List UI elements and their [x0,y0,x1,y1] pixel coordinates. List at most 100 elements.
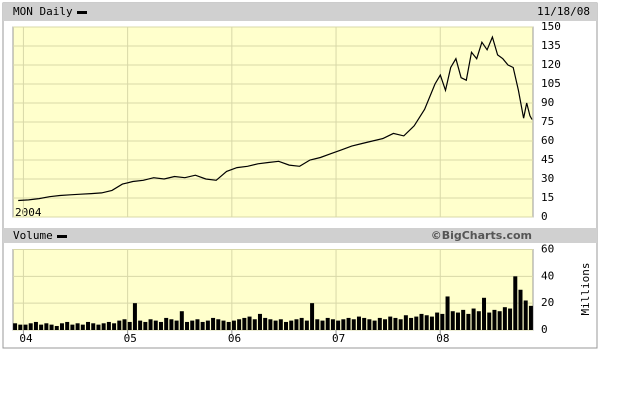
volume-bar [143,321,148,330]
volume-bar [466,313,471,330]
volume-bar [445,296,450,330]
volume-bar [195,319,200,330]
volume-bar [49,324,54,330]
volume-bar [409,317,414,330]
y-tick-label: 60 [541,243,554,256]
volume-bar [86,321,91,330]
volume-bar [518,289,523,330]
x-tick-label: 06 [228,332,241,345]
volume-bar [158,321,163,330]
volume-plot [12,249,534,331]
volume-bar [330,319,335,330]
volume-bar [174,320,179,330]
volume-bar [289,320,294,330]
volume-bar [96,324,101,330]
volume-bar [299,317,304,330]
volume-bar [424,315,429,330]
volume-bar [508,308,513,330]
volume-bar [351,319,356,330]
volume-bar [325,317,330,330]
x-tick-label: 04 [19,332,33,345]
volume-bar [13,323,18,330]
volume-bar [65,321,70,330]
legend-swatch [77,11,87,14]
volume-bar [148,319,153,330]
y-tick-label: 20 [541,296,554,309]
volume-bar [216,319,221,330]
volume-bar [257,313,262,330]
volume-bar [414,316,419,330]
volume-bar [383,319,388,330]
volume-bar [310,303,315,330]
y-tick-label: 45 [541,153,554,166]
volume-bar [487,312,492,330]
volume-bar [492,309,497,330]
volume-bar [44,323,49,330]
y-tick-label: 90 [541,96,554,109]
volume-bar [28,323,33,330]
volume-bar [164,317,169,330]
volume-bar [455,312,460,330]
volume-bar [304,320,309,330]
volume-bar [101,323,106,330]
volume-header-bar [3,228,597,243]
x-tick-label: 07 [332,332,345,345]
volume-bar [132,303,137,330]
volume-bar [263,317,268,330]
volume-bar [75,323,80,330]
y-tick-label: 0 [541,210,548,223]
volume-bar [284,321,289,330]
volume-bar [211,317,216,330]
volume-bar [450,311,455,330]
volume-bar [33,321,38,330]
volume-bar [247,316,252,330]
volume-bar [54,325,59,330]
volume-bar [435,312,440,330]
volume-bar [372,320,377,330]
volume-bar [179,311,184,330]
header-bar [3,3,597,21]
volume-bar [320,320,325,330]
x-tick-label: 05 [124,332,137,345]
volume-bar [393,317,398,330]
volume-bar [403,315,408,330]
volume-bar [419,313,424,330]
date-label: 11/18/08 [537,5,590,18]
volume-bar [482,297,487,330]
volume-bar [39,324,44,330]
volume-bar [200,321,205,330]
volume-bar [502,307,507,330]
volume-bar [18,324,23,330]
volume-bar [91,323,96,330]
volume-bar [336,320,341,330]
volume-bar [294,319,299,330]
volume-bar [429,316,434,330]
series-name: MON Daily [13,5,73,18]
volume-bar [80,324,85,330]
volume-bar [523,300,528,330]
volume-bar [461,309,466,330]
y-tick-label: 150 [541,20,561,33]
volume-bar [315,319,320,330]
volume-bar [278,319,283,330]
volume-bar [513,276,518,330]
volume-bar [341,319,346,330]
volume-bar [476,311,481,330]
volume-bar [528,305,533,330]
volume-bar [497,311,502,330]
volume-bar [237,319,242,330]
volume-bar [59,323,64,330]
price-line [18,35,533,202]
volume-bar [268,319,273,330]
volume-bar [362,317,367,330]
y-tick-label: 75 [541,115,554,128]
volume-bar [70,324,75,330]
volume-bar [106,321,111,330]
volume-bar [273,320,278,330]
volume-bar [471,308,476,330]
y-tick-label: 60 [541,134,554,147]
volume-bar [185,321,190,330]
y-tick-label: 105 [541,77,561,90]
volume-bar [252,319,257,330]
